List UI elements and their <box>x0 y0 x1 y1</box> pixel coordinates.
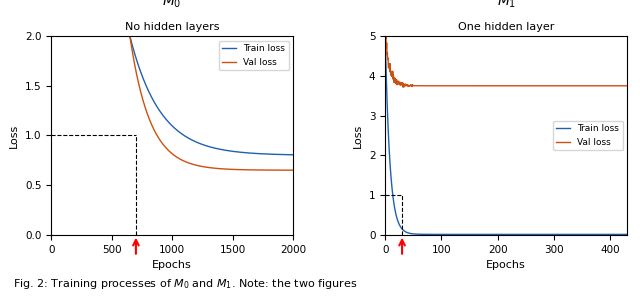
Text: $M_0$: $M_0$ <box>163 0 182 10</box>
Y-axis label: Loss: Loss <box>353 123 364 147</box>
Train loss <box>151 101 159 105</box>
Train loss <box>47 34 55 38</box>
Val loss <box>270 168 278 172</box>
Train loss <box>223 149 231 152</box>
Val loss <box>570 84 578 88</box>
Train loss <box>488 233 495 236</box>
Val loss <box>223 167 231 171</box>
Train loss <box>163 118 170 121</box>
Val loss <box>47 34 55 38</box>
Val loss <box>399 85 407 89</box>
Train loss <box>479 233 487 236</box>
Train loss <box>584 233 592 236</box>
Val loss <box>151 129 159 133</box>
Text: Fig. 2: Training processes of $M_0$ and $M_1$. Note: the two figures: Fig. 2: Training processes of $M_0$ and … <box>13 277 357 291</box>
X-axis label: Epochs: Epochs <box>486 260 526 270</box>
Train loss <box>548 233 556 236</box>
Line: Val loss: Val loss <box>385 34 627 87</box>
Legend: Train loss, Val loss: Train loss, Val loss <box>553 121 623 150</box>
Val loss <box>149 126 157 129</box>
Val loss <box>163 146 170 150</box>
Train loss <box>406 231 413 235</box>
Val loss <box>575 84 582 88</box>
Val loss <box>381 32 389 36</box>
Val loss <box>479 84 487 88</box>
Train loss <box>623 233 631 236</box>
Val loss <box>623 84 631 88</box>
Y-axis label: Loss: Loss <box>10 123 19 147</box>
Train loss <box>270 153 278 156</box>
Train loss <box>149 98 157 101</box>
Train loss <box>381 34 389 38</box>
Train loss <box>289 153 297 157</box>
Text: $M_1$: $M_1$ <box>497 0 516 10</box>
Val loss <box>282 168 290 172</box>
Val loss <box>289 168 297 172</box>
Train loss <box>282 153 290 157</box>
Text: One hidden layer: One hidden layer <box>458 22 554 32</box>
Title: $M_0$
No hidden layers: $M_0$ No hidden layers <box>0 300 1 301</box>
X-axis label: Epochs: Epochs <box>152 260 192 270</box>
Train loss <box>575 233 582 236</box>
Val loss <box>406 84 414 88</box>
Val loss <box>548 84 556 88</box>
Val loss <box>488 84 496 88</box>
Line: Train loss: Train loss <box>385 36 627 234</box>
Line: Val loss: Val loss <box>51 36 293 170</box>
Line: Train loss: Train loss <box>51 36 293 155</box>
Train loss <box>570 233 578 236</box>
Legend: Train loss, Val loss: Train loss, Val loss <box>219 41 289 70</box>
Text: No hidden layers: No hidden layers <box>125 22 220 32</box>
